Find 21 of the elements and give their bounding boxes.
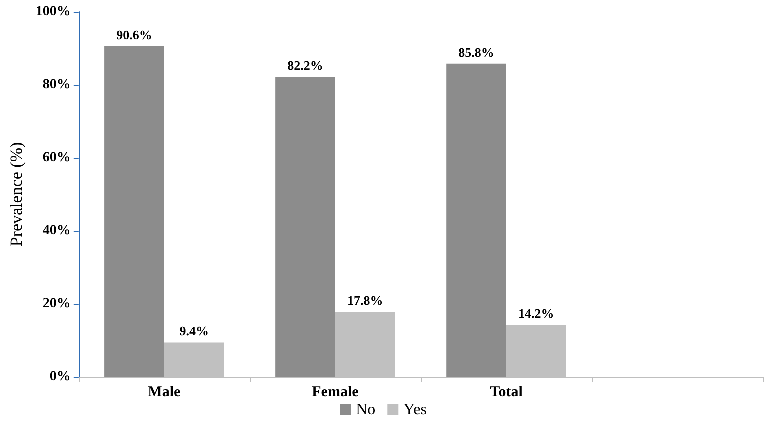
y-tick-label: 0% xyxy=(50,370,71,384)
y-tick-label: 80% xyxy=(42,78,71,92)
x-tick-label: Total xyxy=(490,384,523,400)
legend-label: No xyxy=(356,402,376,418)
y-tick-label: 20% xyxy=(42,296,71,312)
data-label: 17.8% xyxy=(347,293,384,308)
x-tick-label: Female xyxy=(312,384,360,400)
y-tick-label: 100% xyxy=(36,4,71,20)
x-tick-label: Male xyxy=(148,384,181,400)
y-tick-label: 60% xyxy=(42,150,71,166)
y-tick-label: 40% xyxy=(42,224,71,238)
bar xyxy=(446,64,506,377)
data-label: 90.6% xyxy=(116,27,152,42)
legend-label: Yes xyxy=(404,402,427,418)
data-label: 85.8% xyxy=(458,44,494,60)
data-label: 14.2% xyxy=(518,306,554,322)
data-label: 9.4% xyxy=(180,324,209,339)
bar xyxy=(276,76,336,377)
data-label: 82.2% xyxy=(288,58,324,73)
bar xyxy=(104,46,164,377)
y-axis-title: Prevalence (%) xyxy=(7,142,26,247)
